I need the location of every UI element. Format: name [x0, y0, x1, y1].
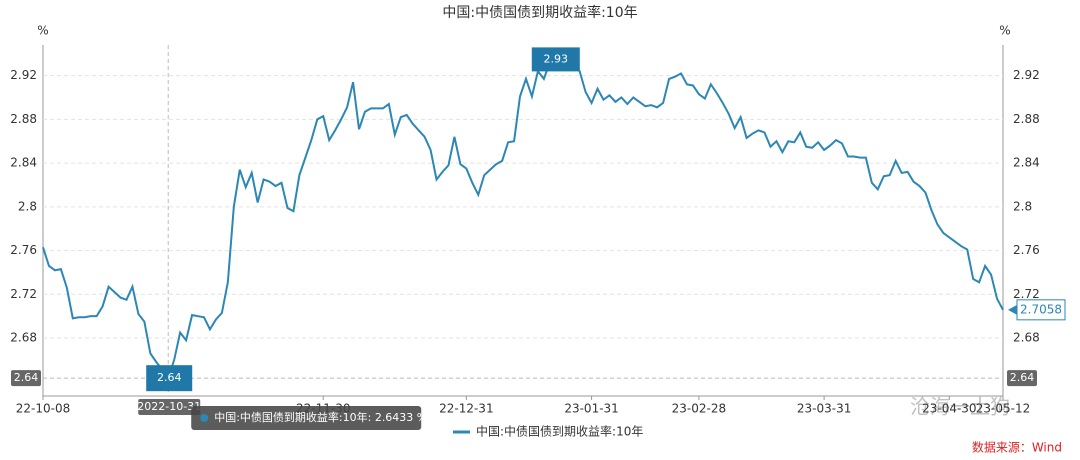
chart-title: 中国:中债国债到期收益率:10年 [442, 4, 637, 21]
y-unit: % [37, 24, 48, 38]
y-tick-label: 2.88 [10, 112, 37, 126]
watermark: 沧海一土狗 [910, 395, 1010, 419]
y-tick-label: 2.84 [10, 156, 37, 170]
last-label: 2.7058 [1020, 302, 1062, 316]
max-box [531, 47, 580, 72]
tooltip-dot [200, 414, 209, 422]
x-tick-label: 23-02-28 [672, 402, 726, 416]
y2-tick-label: 2.68 [1013, 331, 1040, 345]
x-tick-label: 23-03-31 [797, 402, 851, 416]
y2-tick-label: 2.92 [1013, 68, 1040, 82]
y2-tick-label: 2.8 [1013, 199, 1032, 213]
crosshair-x-box [138, 399, 201, 415]
x-tick-label: 23-01-31 [564, 402, 618, 416]
legend-label: 中国:中债国债到期收益率:10年 [476, 424, 643, 439]
crosshair-y-box [11, 370, 41, 387]
y-tick-label: 2.8 [18, 199, 37, 213]
y-tick-label: 2.92 [10, 68, 37, 82]
y2-tick-label: 2.88 [1013, 112, 1040, 126]
x-tick-label: 22-10-08 [16, 402, 70, 416]
source: 数据来源：Wind [972, 440, 1062, 455]
tooltip-box [191, 406, 422, 430]
min-label: 2.64 [157, 371, 182, 384]
y2-unit: % [999, 24, 1010, 38]
crosshair-y-label: 2.64 [1010, 371, 1035, 384]
y2-tick-label: 2.84 [1013, 156, 1040, 170]
line-series [42, 60, 1004, 381]
crosshair-y-box [1007, 370, 1037, 387]
min-box [146, 365, 193, 392]
x-tick-label: 23-04-30 [922, 402, 976, 416]
y-tick-label: 2.68 [10, 331, 37, 345]
max-label: 2.93 [544, 52, 569, 65]
tooltip-text: 中国:中债国债到期收益率:10年: 2.6433 % [214, 410, 427, 424]
x-tick-label: 22-12-31 [439, 402, 493, 416]
crosshair-x-label: 2022-10-31 [137, 400, 201, 413]
y2-tick-label: 2.76 [1013, 243, 1040, 257]
crosshair-y-label: 2.64 [14, 371, 39, 384]
last-pointer [1008, 304, 1017, 315]
y-tick-label: 2.72 [10, 287, 37, 301]
x-tick-label: 23-05-12 [976, 402, 1030, 416]
y-tick-label: 2.76 [10, 243, 37, 257]
y2-tick-label: 2.72 [1013, 287, 1040, 301]
